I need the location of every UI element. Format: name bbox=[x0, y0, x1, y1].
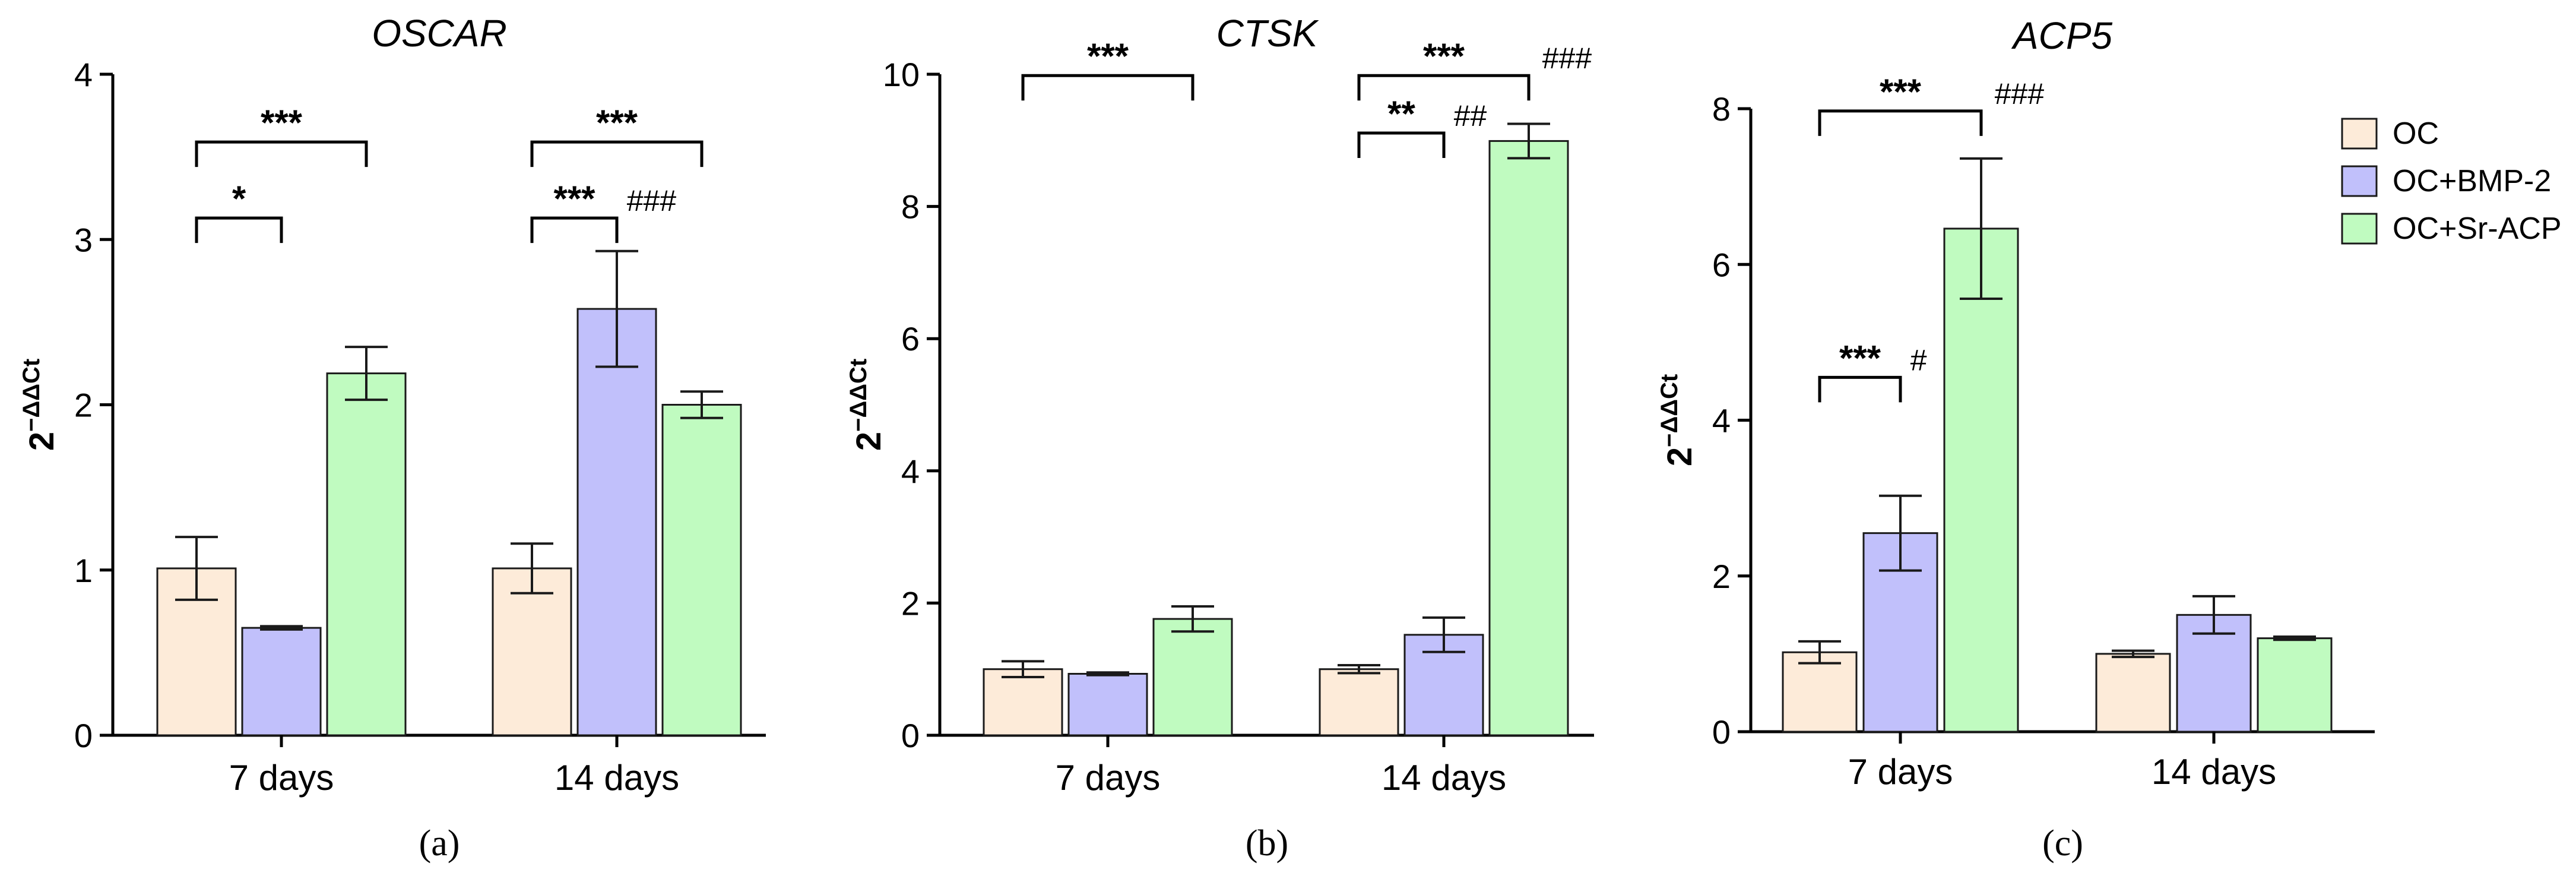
legend-swatch bbox=[2341, 165, 2378, 197]
significance-stars: * bbox=[232, 179, 246, 219]
significance-stars: *** bbox=[553, 179, 595, 219]
legend-label: OC+BMP-2 bbox=[2393, 164, 2551, 198]
y-tick-label: 2 bbox=[901, 584, 920, 622]
significance-hash: ## bbox=[1453, 99, 1487, 132]
significance-stars: *** bbox=[1880, 72, 1922, 112]
bar-oc-sr-acp-0 bbox=[1943, 227, 2019, 733]
bar-oc-1 bbox=[2095, 653, 2171, 733]
bar-oc-bmp-2-1 bbox=[576, 308, 657, 736]
chart-title: CTSK bbox=[1216, 12, 1320, 55]
y-tick-label: 8 bbox=[1712, 90, 1731, 128]
bar-oc-1 bbox=[492, 567, 572, 736]
x-tick-label: 14 days bbox=[1382, 758, 1506, 798]
significance-hash: ### bbox=[1542, 42, 1592, 75]
significance-hash: # bbox=[1910, 343, 1927, 377]
y-tick-label: 0 bbox=[74, 717, 93, 754]
legend-label: OC bbox=[2393, 116, 2439, 151]
bar-oc-sr-acp-1 bbox=[2257, 637, 2333, 733]
chart-title: ACP5 bbox=[2011, 14, 2113, 57]
legend-swatch bbox=[2341, 213, 2378, 245]
bar-oc-sr-acp-1 bbox=[661, 404, 742, 736]
bar-oc-sr-acp-0 bbox=[326, 372, 407, 736]
y-tick-label: 4 bbox=[901, 453, 920, 490]
bar-oc-1 bbox=[1319, 668, 1399, 736]
bar-oc-0 bbox=[983, 668, 1063, 736]
y-axis-label: 2−ΔΔCt bbox=[845, 359, 888, 451]
x-tick-label: 14 days bbox=[2152, 752, 2276, 792]
y-axis-label-exponent: −ΔΔCt bbox=[1656, 374, 1683, 447]
y-tick-label: 1 bbox=[74, 552, 93, 589]
y-tick-label: 6 bbox=[1712, 246, 1731, 283]
y-tick-label: 2 bbox=[1712, 558, 1731, 595]
y-tick-label: 0 bbox=[1712, 713, 1731, 751]
significance-stars: *** bbox=[261, 103, 303, 143]
bar-oc-bmp-2-0 bbox=[241, 627, 322, 736]
panel-label: (c) bbox=[2042, 823, 2083, 864]
panel-label: (a) bbox=[419, 823, 460, 864]
significance-bracket bbox=[530, 216, 619, 244]
y-tick-label: 4 bbox=[1712, 402, 1731, 440]
y-axis-label: 2−ΔΔCt bbox=[1656, 374, 1699, 466]
significance-bracket bbox=[530, 140, 704, 167]
y-tick-label: 4 bbox=[74, 56, 93, 93]
significance-bracket bbox=[195, 216, 283, 244]
legend-swatch bbox=[2341, 118, 2378, 150]
x-tick-label: 7 days bbox=[1848, 752, 1953, 792]
bar-oc-bmp-2-1 bbox=[1403, 634, 1484, 736]
significance-stars: *** bbox=[1423, 36, 1465, 76]
y-axis-label-base: 2 bbox=[850, 432, 888, 451]
x-tick-label: 14 days bbox=[555, 758, 679, 798]
bar-oc-sr-acp-0 bbox=[1152, 618, 1233, 736]
significance-hash: ### bbox=[1994, 77, 2045, 110]
panel-label: (b) bbox=[1246, 823, 1288, 864]
significance-stars: *** bbox=[596, 103, 638, 143]
legend-label: OC+Sr-ACP bbox=[2393, 211, 2562, 246]
significance-bracket bbox=[1021, 74, 1194, 101]
significance-bracket bbox=[195, 140, 368, 167]
significance-bracket bbox=[1357, 74, 1531, 101]
y-axis-label-base: 2 bbox=[1661, 447, 1699, 466]
y-axis-label-exponent: −ΔΔCt bbox=[845, 359, 872, 432]
significance-stars: *** bbox=[1087, 36, 1129, 76]
significance-bracket bbox=[1818, 109, 1983, 136]
y-tick-label: 8 bbox=[901, 188, 920, 226]
y-axis-label-exponent: −ΔΔCt bbox=[18, 359, 45, 432]
y-axis-label-base: 2 bbox=[23, 432, 61, 451]
y-tick-label: 0 bbox=[901, 717, 920, 754]
significance-stars: *** bbox=[1839, 338, 1881, 378]
y-axis-label: 2−ΔΔCt bbox=[18, 359, 61, 451]
significance-hash: ### bbox=[626, 184, 677, 217]
y-tick-label: 6 bbox=[901, 320, 920, 358]
bar-oc-0 bbox=[1782, 651, 1858, 733]
significance-stars: ** bbox=[1387, 94, 1415, 134]
bar-oc-bmp-2-0 bbox=[1067, 672, 1148, 736]
significance-bracket bbox=[1357, 131, 1446, 159]
x-tick-label: 7 days bbox=[229, 758, 334, 798]
y-tick-label: 2 bbox=[74, 387, 93, 424]
bar-oc-sr-acp-1 bbox=[1488, 140, 1569, 736]
y-tick-label: 3 bbox=[74, 221, 93, 258]
significance-bracket bbox=[1818, 375, 1902, 403]
y-tick-label: 10 bbox=[883, 56, 920, 93]
legend: OC OC+BMP-2 OC+Sr-ACP bbox=[2341, 116, 2562, 246]
chart-title: OSCAR bbox=[372, 12, 507, 55]
x-tick-label: 7 days bbox=[1056, 758, 1161, 798]
